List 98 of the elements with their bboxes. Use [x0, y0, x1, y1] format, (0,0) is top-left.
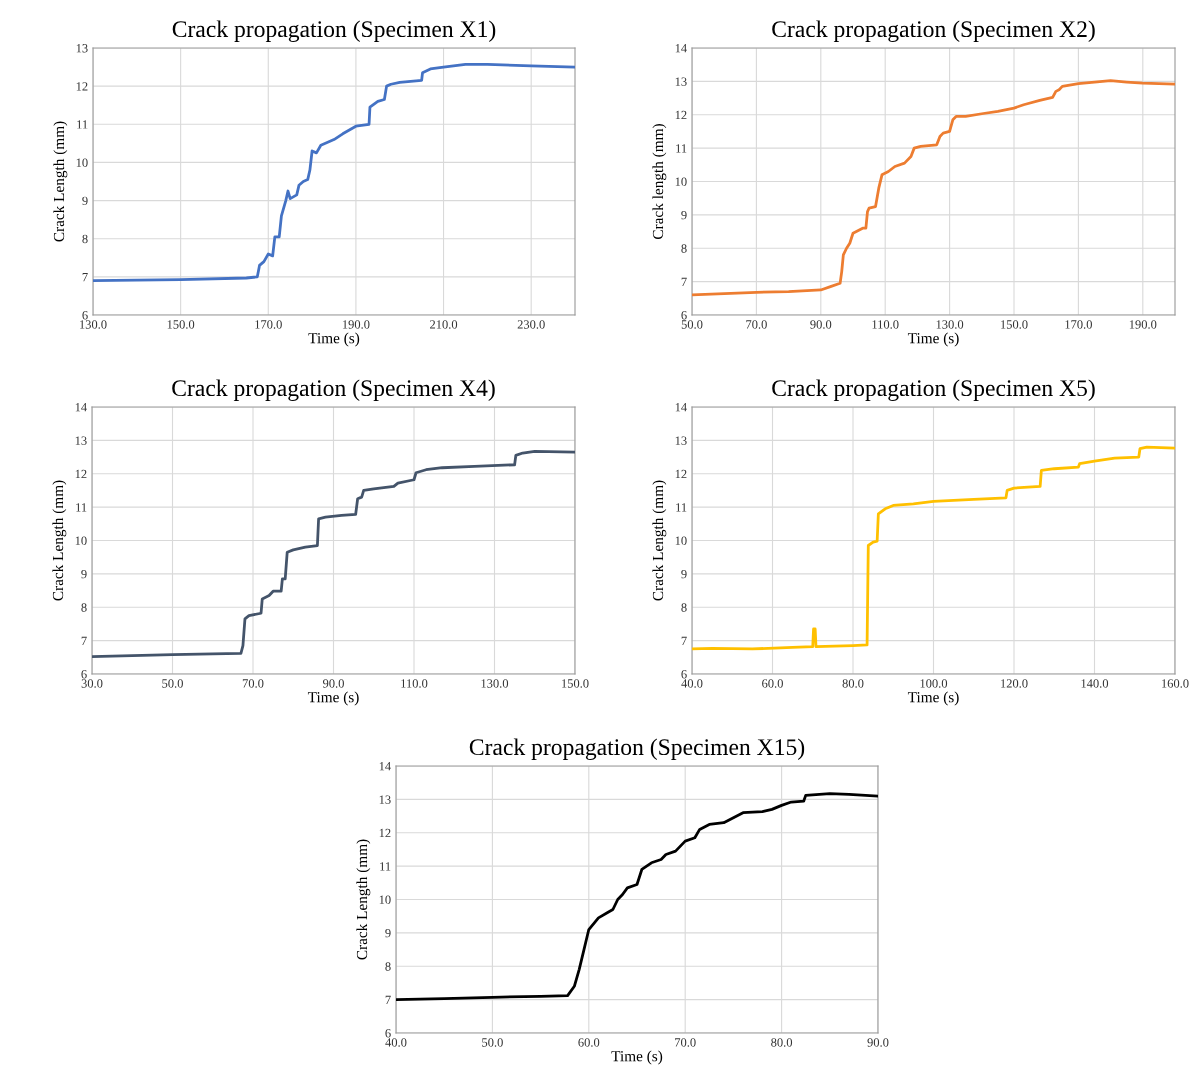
x-tick-label: 210.0: [430, 320, 458, 329]
y-tick-label: 12: [75, 469, 87, 479]
x-axis-title: Time (s): [907, 691, 959, 706]
line-series: [93, 63, 575, 283]
x-tick-label: 150.0: [562, 679, 589, 688]
y-axis-title: Crack length (mm): [652, 124, 667, 239]
y-tick-label: 14: [675, 44, 687, 53]
y-tick-label: 7: [81, 636, 87, 645]
x-tick-label: 50.0: [162, 679, 183, 688]
x-axis-title: Time (s): [611, 1050, 663, 1065]
x-tick-label: 30.0: [81, 679, 103, 688]
y-axis-title: Crack Length (mm): [356, 839, 371, 960]
y-tick-label: 12: [76, 82, 88, 91]
x-tick-label: 170.0: [1065, 320, 1092, 329]
x-tick-label: 40.0: [385, 1038, 407, 1047]
y-tick-label: 12: [675, 110, 687, 120]
y-tick-label: 12: [675, 469, 687, 479]
y-tick-label: 11: [380, 862, 391, 871]
x-tick-label: 190.0: [342, 320, 370, 329]
chart-title: Crack propagation (Specimen X15): [469, 738, 805, 760]
y-tick-label: 9: [81, 569, 87, 579]
x-tick-label: 90.0: [810, 320, 832, 329]
x-tick-label: 70.0: [746, 320, 767, 329]
y-tick-label: 10: [76, 158, 88, 167]
y-tick-label: 13: [675, 436, 687, 445]
y-tick-label: 6: [681, 670, 687, 679]
chart-title: Crack propagation (Specimen X4): [172, 379, 495, 401]
x-tick-label: 140.0: [1081, 679, 1109, 688]
x-tick-label: 130.0: [481, 679, 509, 688]
y-tick-label: 11: [676, 144, 687, 153]
y-tick-label: 6: [681, 311, 687, 320]
x-tick-label: 100.0: [920, 679, 948, 688]
x-tick-label: 170.0: [255, 320, 282, 329]
x-axis-title: Time (s): [307, 691, 359, 706]
x-tick-label: 40.0: [681, 679, 703, 688]
y-tick-label: 8: [82, 234, 88, 244]
y-tick-label: 10: [675, 536, 687, 545]
y-tick-label: 13: [379, 795, 391, 804]
y-tick-label: 7: [681, 636, 687, 645]
y-axis-title: Crack Length (mm): [52, 480, 67, 601]
x-tick-label: 130.0: [80, 320, 107, 329]
chart-title: Crack propagation (Specimen X1): [172, 20, 496, 42]
chart-title: Crack propagation (Specimen X2): [772, 20, 1095, 42]
y-tick-label: 9: [82, 196, 88, 206]
chart-title: Crack propagation (Specimen X5): [772, 379, 1095, 401]
y-axis-title: Crack Length (mm): [53, 121, 68, 242]
y-tick-label: 11: [676, 503, 687, 512]
y-tick-label: 8: [385, 962, 391, 971]
y-tick-label: 12: [379, 828, 391, 838]
x-tick-label: 90.0: [322, 679, 344, 688]
x-axis-title: Time (s): [308, 332, 360, 347]
x-tick-label: 150.0: [1001, 320, 1028, 329]
y-tick-label: 9: [681, 569, 687, 579]
x-axis-title: Time (s): [907, 332, 959, 347]
y-tick-label: 11: [76, 503, 87, 512]
y-tick-label: 7: [385, 995, 391, 1004]
line-series: [692, 445, 1175, 651]
x-tick-label: 160.0: [1162, 679, 1189, 688]
y-tick-label: 10: [379, 895, 391, 904]
y-tick-label: 8: [81, 603, 87, 612]
x-tick-label: 80.0: [771, 1038, 793, 1047]
y-tick-label: 13: [675, 77, 687, 86]
x-tick-label: 80.0: [842, 679, 864, 688]
x-tick-label: 120.0: [1001, 679, 1028, 688]
x-tick-label: 50.0: [681, 320, 703, 329]
x-tick-label: 150.0: [167, 320, 195, 329]
y-tick-label: 8: [681, 244, 687, 253]
x-tick-label: 230.0: [517, 320, 545, 329]
y-tick-label: 11: [77, 120, 88, 129]
line-series: [396, 792, 878, 1002]
line-series: [692, 79, 1175, 297]
y-tick-label: 9: [385, 928, 391, 938]
x-tick-label: 70.0: [675, 1038, 696, 1047]
y-tick-label: 13: [76, 44, 88, 53]
y-tick-label: 9: [681, 210, 687, 220]
x-tick-label: 70.0: [242, 679, 264, 688]
y-tick-label: 8: [681, 603, 687, 612]
x-tick-label: 50.0: [482, 1038, 503, 1047]
y-tick-label: 13: [75, 436, 87, 445]
y-axis-title: Crack Length (mm): [652, 480, 667, 601]
y-tick-label: 6: [82, 311, 88, 320]
x-tick-label: 110.0: [872, 320, 899, 329]
y-tick-label: 14: [75, 403, 87, 412]
x-tick-label: 190.0: [1129, 320, 1157, 329]
y-tick-label: 14: [675, 403, 687, 412]
y-tick-label: 6: [385, 1029, 391, 1038]
y-tick-label: 7: [681, 277, 687, 286]
line-series: [92, 450, 575, 659]
y-tick-label: 14: [379, 762, 391, 771]
x-tick-label: 60.0: [762, 679, 783, 688]
x-tick-label: 90.0: [867, 1038, 889, 1047]
y-tick-label: 6: [81, 670, 87, 679]
y-tick-label: 7: [82, 273, 88, 282]
y-tick-label: 10: [75, 536, 87, 545]
y-tick-label: 10: [675, 177, 687, 186]
x-tick-label: 60.0: [578, 1038, 600, 1047]
x-tick-label: 130.0: [936, 320, 964, 329]
x-tick-label: 110.0: [401, 679, 428, 688]
